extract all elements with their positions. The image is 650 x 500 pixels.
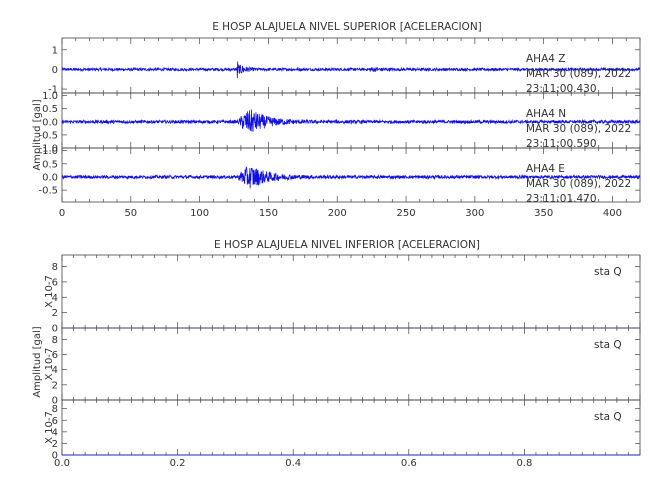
y-tick-label: 8 (52, 262, 58, 273)
y-tick-label: 0.5 (42, 104, 58, 115)
y-tick-label: -1.0 (38, 144, 58, 155)
x-tick-label: 50 (124, 208, 137, 219)
station-label: sta Q (594, 266, 622, 278)
station-label: sta Q (594, 339, 622, 351)
x-tick-label: 100 (190, 208, 209, 219)
time-label: 23:11:00.430 (526, 83, 597, 95)
station-label: AHA4 E (526, 163, 565, 175)
x-tick-label: 0.4 (285, 458, 301, 469)
lower-panel-2: 8 6 4 2 0 X 10-7 sta Q (44, 327, 641, 407)
y-tick-label: 0.5 (42, 159, 58, 170)
y-tick-label: 0 (52, 396, 58, 407)
scale-label: X 10-7 (44, 411, 55, 444)
lower-y-axis-label: Amplitud [gal] (32, 326, 43, 397)
upper-panel-z: 1 0 -1 AHA4 Z MAR 30 (089), 2022 23:11:00.430 (48, 37, 641, 96)
lower-panel-1: 8 6 4 2 0 X 10-7 sta Q (44, 254, 641, 335)
y-tick-label: 0 (52, 324, 58, 335)
panel-frame (61, 399, 641, 456)
time-label: 23:11:01.470 (526, 193, 597, 205)
x-tick-label: 300 (465, 208, 484, 219)
x-tick-label: 350 (534, 208, 553, 219)
y-tick-label: 8 (52, 404, 58, 415)
y-tick-label: 6 (52, 416, 58, 427)
panel-frame (61, 327, 641, 401)
x-tick-label: 400 (603, 208, 622, 219)
x-tick-label: 0 (59, 208, 65, 219)
y-tick-label: 6 (52, 277, 58, 288)
panel-frame (61, 254, 641, 329)
upper-y-axis-label: Amplitud [gal] (32, 99, 43, 170)
x-tick-label: 0.8 (516, 458, 532, 469)
y-tick-label: -0.5 (38, 130, 58, 141)
y-tick-label: 8 (52, 335, 58, 346)
waveform-trace-n (61, 109, 641, 132)
upper-panel-n: 1.0 0.5 0.0 -0.5 -1.0 AHA4 N MAR 30 (089), 202… (38, 91, 641, 155)
y-tick-label: 0.0 (42, 172, 58, 183)
y-tick-label: 1.0 (42, 146, 58, 157)
y-tick-label: 4 (52, 365, 58, 376)
x-tick-label: 250 (397, 208, 416, 219)
y-tick-label: -1 (48, 85, 58, 96)
y-tick-label: 1.0 (42, 91, 58, 102)
x-tick-label: 150 (259, 208, 278, 219)
upper-chart-title: E HOSP ALAJUELA NIVEL SUPERIOR [ACELERAC… (212, 21, 482, 33)
upper-plot: 1 0 -1 AHA4 Z MAR 30 (089), 2022 23:11:00.430… (38, 37, 641, 219)
y-tick-label: 4 (52, 293, 58, 304)
y-tick-label: 2 (52, 308, 58, 319)
station-label: AHA4 N (526, 108, 566, 120)
y-tick-label: 1 (52, 45, 58, 56)
y-tick-label: 0 (52, 451, 58, 462)
x-tick-label: 200 (328, 208, 347, 219)
y-tick-label: 2 (52, 439, 58, 450)
waveform-trace-z (61, 61, 641, 79)
date-label: MAR 30 (089), 2022 (526, 123, 631, 135)
x-tick-label: 0.6 (401, 458, 417, 469)
x-tick-label: 0.0 (54, 458, 70, 469)
y-tick-label: 0 (52, 65, 58, 76)
station-label: sta Q (594, 411, 622, 423)
date-label: MAR 30 (089), 2022 (526, 178, 631, 190)
y-tick-label: 0.0 (42, 117, 58, 128)
scale-label: X 10-7 (44, 348, 55, 381)
y-tick-label: 4 (52, 427, 58, 438)
y-tick-label: -0.5 (38, 186, 58, 197)
scale-label: X 10-7 (44, 275, 55, 308)
time-label: 23:11:00.590 (526, 138, 597, 150)
date-label: MAR 30 (089), 2022 (526, 68, 631, 80)
x-tick-label: 0.2 (170, 458, 186, 469)
upper-panel-e: 1.0 0.5 0.0 -0.5 AHA4 E MAR 30 (089), 2022 23:… (38, 146, 641, 205)
station-label: AHA4 Z (526, 53, 565, 65)
lower-chart-title: E HOSP ALAJUELA NIVEL INFERIOR [ACELERAC… (214, 239, 480, 251)
y-tick-label: 2 (52, 380, 58, 391)
waveform-trace-e (61, 166, 641, 189)
y-tick-label: 6 (52, 350, 58, 361)
